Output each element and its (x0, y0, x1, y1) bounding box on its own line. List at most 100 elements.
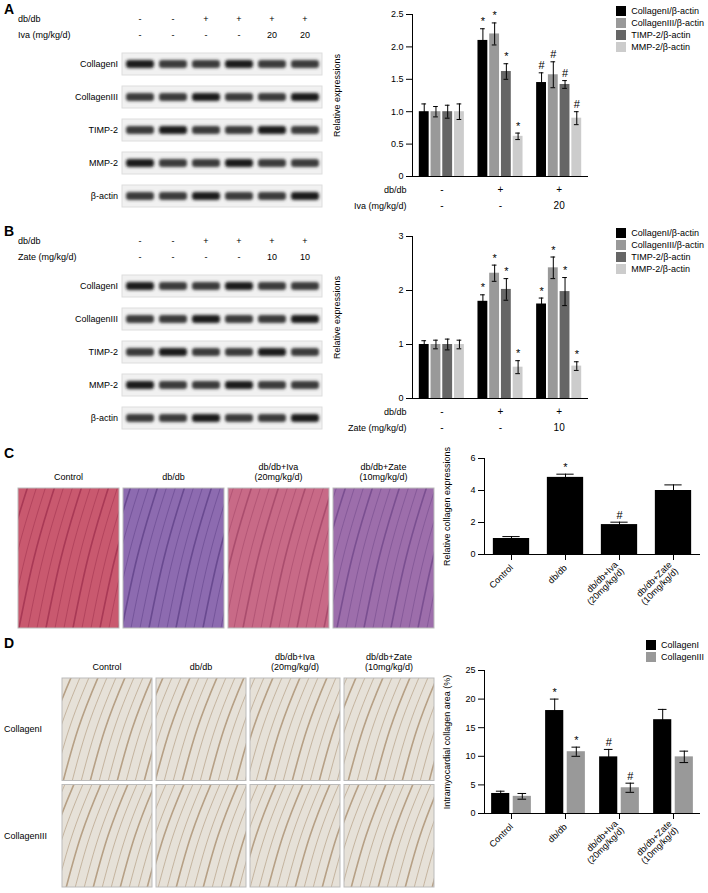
svg-text:+: + (556, 184, 562, 195)
svg-text:+: + (302, 236, 307, 246)
svg-text:5: 5 (470, 780, 475, 790)
svg-text:*: * (481, 15, 486, 27)
svg-text:-: - (172, 30, 175, 40)
svg-text:+: + (302, 14, 307, 24)
svg-text:MMP-2: MMP-2 (89, 158, 118, 168)
svg-text:Relative expressions: Relative expressions (332, 275, 342, 359)
svg-text:+: + (498, 406, 504, 417)
svg-text:Zate (mg/kg/d): Zate (mg/kg/d) (18, 252, 77, 262)
svg-text:A: A (4, 1, 14, 17)
svg-text:*: * (553, 686, 558, 698)
svg-text:Control: Control (487, 563, 515, 591)
svg-text:db/db: db/db (18, 236, 41, 246)
svg-text:db/db+Zate(10mg/kg/d): db/db+Zate(10mg/kg/d) (633, 819, 680, 866)
svg-text:#: # (550, 48, 557, 60)
svg-text:10: 10 (267, 252, 277, 262)
svg-text:db/db+Iva(20mg/kg/d): db/db+Iva(20mg/kg/d) (271, 652, 319, 672)
svg-text:CollagenI: CollagenI (4, 724, 42, 734)
svg-text:2.5: 2.5 (391, 9, 404, 19)
svg-text:db/db+Zate(10mg/kg/d): db/db+Zate(10mg/kg/d) (633, 560, 680, 607)
svg-text:10: 10 (300, 252, 310, 262)
svg-text:db/db: db/db (384, 185, 407, 195)
svg-text:0: 0 (398, 393, 403, 403)
svg-text:#: # (627, 770, 634, 782)
svg-text:-: - (238, 30, 241, 40)
svg-text:CollagenIII: CollagenIII (75, 92, 118, 102)
svg-text:db/db: db/db (384, 407, 407, 417)
svg-text:+: + (203, 14, 208, 24)
svg-text:Relative collagen expressions: Relative collagen expressions (442, 446, 452, 566)
svg-text:db/db+Iva(20mg/kg/d): db/db+Iva(20mg/kg/d) (579, 560, 626, 607)
svg-text:Control: Control (92, 662, 121, 672)
svg-text:#: # (562, 67, 569, 79)
svg-text:-: - (172, 252, 175, 262)
svg-text:20: 20 (300, 30, 310, 40)
svg-text:#: # (616, 509, 623, 521)
svg-text:D: D (4, 635, 14, 651)
svg-text:+: + (236, 14, 241, 24)
svg-text:1.0: 1.0 (391, 107, 404, 117)
svg-text:20: 20 (554, 200, 566, 211)
svg-text:db/db: db/db (546, 822, 569, 845)
svg-text:TIMP-2: TIMP-2 (88, 125, 118, 135)
svg-text:2: 2 (470, 517, 475, 527)
svg-text:-: - (440, 184, 443, 195)
svg-text:-: - (139, 236, 142, 246)
svg-text:1.5: 1.5 (391, 74, 404, 84)
svg-text:+: + (203, 236, 208, 246)
svg-text:*: * (551, 244, 556, 256)
svg-text:db/db: db/db (162, 472, 185, 482)
svg-text:Control: Control (487, 822, 515, 850)
svg-text:-: - (139, 30, 142, 40)
svg-text:-: - (172, 14, 175, 24)
svg-text:-: - (139, 252, 142, 262)
svg-text:*: * (504, 50, 509, 62)
svg-text:#: # (539, 59, 546, 71)
svg-text:0: 0 (398, 171, 403, 181)
svg-text:#: # (574, 98, 581, 110)
svg-text:db/db+Zate(10mg/kg/d): db/db+Zate(10mg/kg/d) (365, 652, 413, 672)
svg-text:CollagenI: CollagenI (80, 281, 118, 291)
svg-text:*: * (563, 264, 568, 276)
svg-text:10: 10 (554, 422, 566, 433)
svg-text:CollagenI: CollagenI (80, 59, 118, 69)
svg-text:MMP-2: MMP-2 (89, 380, 118, 390)
svg-text:*: * (492, 9, 497, 21)
svg-text:25: 25 (465, 665, 475, 675)
svg-text:db/db+Iva(20mg/kg/d): db/db+Iva(20mg/kg/d) (254, 462, 302, 482)
svg-text:*: * (539, 285, 544, 297)
svg-text:db/db: db/db (190, 662, 213, 672)
svg-text:db/db+Iva(20mg/kg/d): db/db+Iva(20mg/kg/d) (579, 819, 626, 866)
svg-text:#: # (606, 736, 613, 748)
svg-text:20: 20 (267, 30, 277, 40)
svg-text:β-actin: β-actin (91, 191, 118, 201)
svg-text:-: - (205, 252, 208, 262)
svg-text:20: 20 (465, 694, 475, 704)
svg-text:*: * (481, 281, 486, 293)
svg-text:-: - (440, 406, 443, 417)
svg-text:+: + (556, 406, 562, 417)
svg-text:-: - (205, 30, 208, 40)
svg-text:+: + (269, 236, 274, 246)
svg-text:*: * (575, 348, 580, 360)
svg-text:+: + (269, 14, 274, 24)
svg-text:*: * (516, 347, 521, 359)
svg-text:db/db: db/db (546, 563, 569, 586)
svg-text:Zate (mg/kg/d): Zate (mg/kg/d) (348, 423, 407, 433)
svg-text:0.5: 0.5 (391, 139, 404, 149)
svg-text:0: 0 (470, 808, 475, 818)
svg-text:2.0: 2.0 (391, 42, 404, 52)
svg-text:-: - (172, 236, 175, 246)
svg-text:-: - (440, 200, 443, 211)
svg-text:*: * (516, 120, 521, 132)
svg-text:β-actin: β-actin (91, 413, 118, 423)
svg-text:db/db: db/db (18, 14, 41, 24)
svg-text:*: * (504, 265, 509, 277)
svg-text:CollagenIII: CollagenIII (75, 314, 118, 324)
svg-text:CollagenIII: CollagenIII (4, 831, 47, 841)
svg-text:+: + (498, 184, 504, 195)
svg-text:-: - (139, 14, 142, 24)
svg-text:-: - (440, 422, 443, 433)
svg-text:15: 15 (465, 723, 475, 733)
svg-text:Iva (mg/kg/d): Iva (mg/kg/d) (354, 201, 407, 211)
